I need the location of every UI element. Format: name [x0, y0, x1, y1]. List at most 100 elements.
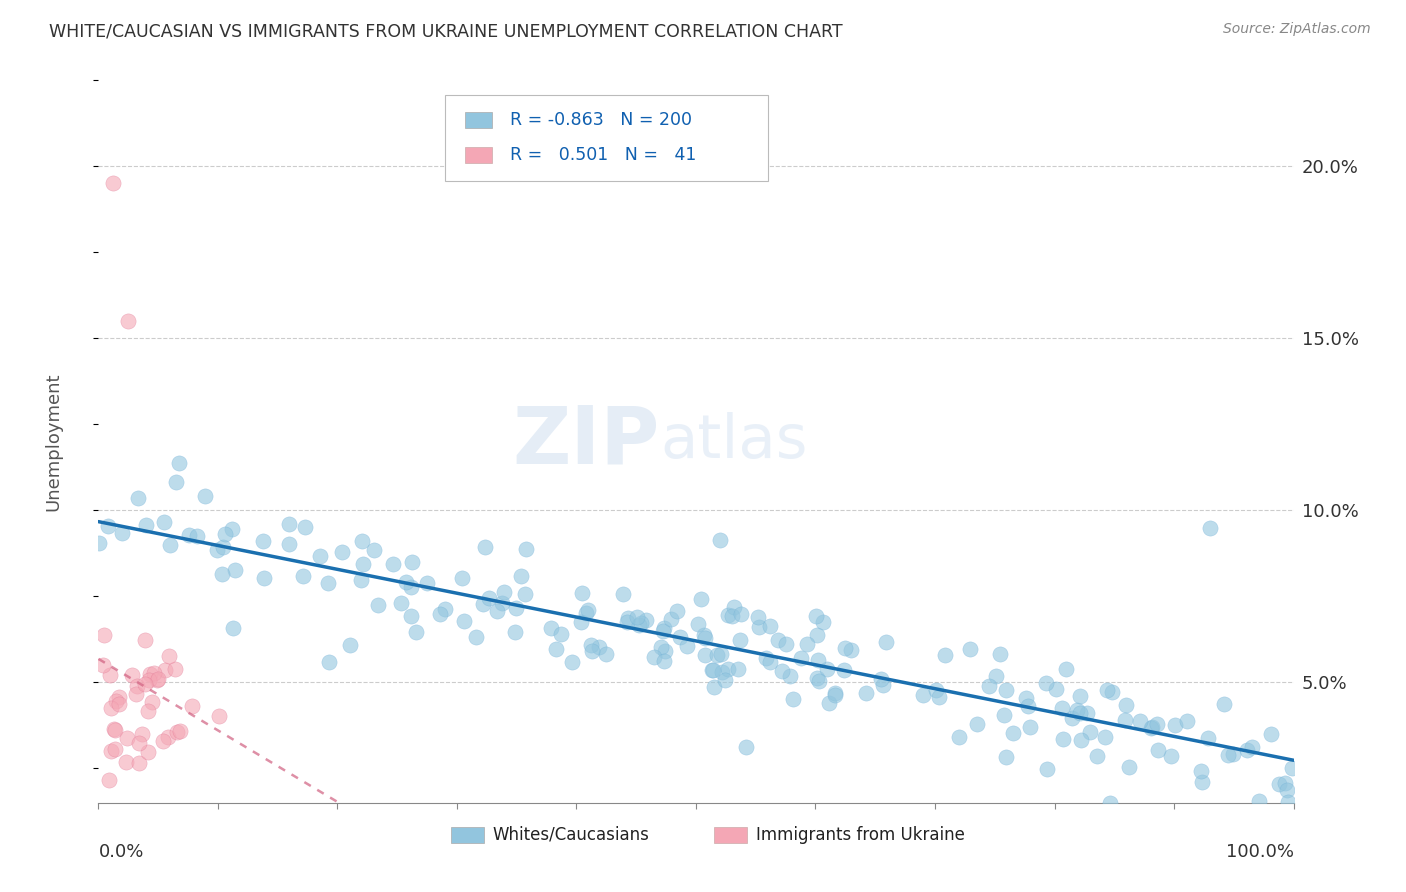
Point — [561, 655, 583, 669]
Point — [643, 650, 665, 665]
Point — [748, 620, 770, 634]
Point — [98, 668, 121, 682]
Point — [339, 638, 361, 652]
Point — [169, 723, 191, 738]
Point — [465, 630, 488, 644]
FancyBboxPatch shape — [465, 112, 492, 128]
Point — [1260, 726, 1282, 740]
Point — [1050, 700, 1073, 714]
Point — [308, 549, 330, 563]
Point — [815, 661, 838, 675]
Point — [165, 475, 187, 489]
Point — [652, 624, 675, 638]
Point — [278, 516, 301, 531]
Point — [817, 697, 839, 711]
Point — [163, 662, 186, 676]
Point — [713, 673, 735, 688]
Point — [381, 557, 404, 571]
Point — [934, 648, 956, 662]
FancyBboxPatch shape — [446, 95, 768, 181]
Point — [796, 637, 818, 651]
Point — [125, 680, 148, 694]
Point — [807, 653, 830, 667]
Point — [194, 489, 217, 503]
Point — [208, 709, 231, 723]
Point — [652, 621, 675, 635]
Point — [1247, 794, 1270, 808]
Point — [710, 647, 733, 661]
Point — [491, 596, 513, 610]
Point — [152, 734, 174, 748]
Point — [136, 704, 159, 718]
Point — [212, 540, 235, 554]
Point — [214, 527, 236, 541]
Point — [146, 672, 169, 686]
Point — [720, 609, 742, 624]
Point — [399, 609, 422, 624]
Point — [806, 628, 828, 642]
Point — [959, 641, 981, 656]
Point — [100, 700, 122, 714]
Point — [1036, 763, 1059, 777]
Text: 100.0%: 100.0% — [1226, 843, 1294, 861]
Point — [104, 723, 127, 737]
Point — [391, 596, 413, 610]
Point — [612, 587, 634, 601]
Point — [224, 563, 246, 577]
Point — [485, 604, 508, 618]
Point — [984, 669, 1007, 683]
Point — [782, 691, 804, 706]
Point — [1001, 726, 1024, 740]
Point — [1054, 662, 1077, 676]
Point — [1060, 711, 1083, 725]
Point — [179, 528, 201, 542]
Point — [1175, 714, 1198, 728]
Point — [509, 569, 531, 583]
Point — [1069, 706, 1091, 721]
Point — [855, 686, 877, 700]
Point — [676, 639, 699, 653]
Point — [1099, 796, 1122, 810]
Point — [1045, 682, 1067, 697]
Point — [166, 724, 188, 739]
Point — [1236, 742, 1258, 756]
Point — [834, 640, 856, 655]
Point — [97, 518, 120, 533]
Point — [142, 665, 165, 680]
Text: Immigrants from Ukraine: Immigrants from Ukraine — [756, 826, 965, 844]
Point — [540, 621, 562, 635]
Point — [134, 633, 156, 648]
Point — [401, 556, 423, 570]
Point — [103, 722, 125, 736]
Point — [278, 537, 301, 551]
Point — [766, 632, 789, 647]
Point — [159, 538, 181, 552]
Point — [352, 557, 374, 571]
Point — [659, 611, 682, 625]
Point — [581, 644, 603, 658]
Point — [294, 520, 316, 534]
Point — [1274, 776, 1296, 790]
Point — [1114, 713, 1136, 727]
Point — [995, 682, 1018, 697]
Point — [575, 606, 598, 620]
Point — [515, 541, 537, 556]
FancyBboxPatch shape — [465, 147, 492, 163]
Point — [824, 686, 846, 700]
Point — [1017, 698, 1039, 713]
Point — [869, 672, 891, 686]
Point — [841, 642, 863, 657]
Point — [471, 597, 494, 611]
Point — [569, 615, 592, 629]
Point — [1094, 731, 1116, 745]
Point — [131, 727, 153, 741]
Point — [104, 694, 127, 708]
Point — [124, 687, 146, 701]
Point — [711, 665, 734, 680]
Text: WHITE/CAUCASIAN VS IMMIGRANTS FROM UKRAINE UNEMPLOYMENT CORRELATION CHART: WHITE/CAUCASIAN VS IMMIGRANTS FROM UKRAI… — [49, 22, 842, 40]
Point — [993, 708, 1015, 723]
Point — [1191, 775, 1213, 789]
Point — [318, 656, 340, 670]
Point — [1035, 676, 1057, 690]
Point — [513, 587, 536, 601]
